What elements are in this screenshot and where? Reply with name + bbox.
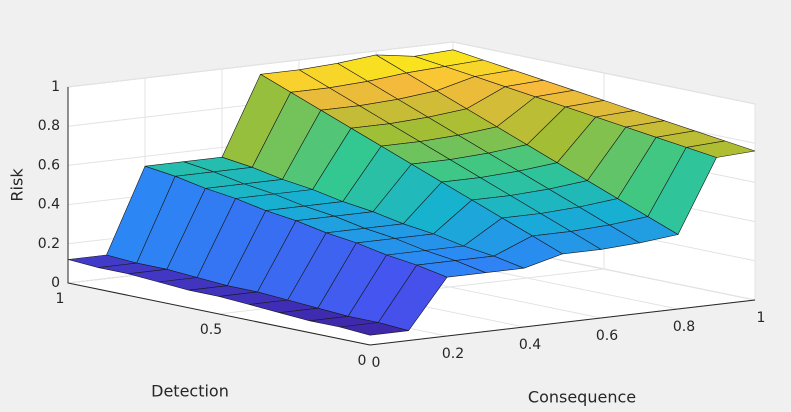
x-tick-label: 0.4 <box>519 337 541 353</box>
y-axis-label: Detection <box>151 382 229 401</box>
x-tick-label: 0.2 <box>442 346 464 362</box>
x-tick-label: 0 <box>372 355 381 371</box>
z-tick-label: 0.4 <box>38 197 60 213</box>
x-tick-label: 1 <box>757 310 766 326</box>
grid-line <box>67 41 454 88</box>
x-axis-label: Consequence <box>528 388 636 407</box>
axis-line <box>67 87 756 346</box>
z-tick-label: 0.8 <box>38 118 60 134</box>
x-tick-label: 0.8 <box>673 319 695 335</box>
y-tick-label: 0 <box>358 353 367 369</box>
z-tick-label: 1 <box>51 79 60 95</box>
z-tick-label: 0.6 <box>38 157 60 173</box>
x-tick-label: 0.6 <box>596 328 618 344</box>
y-tick-label: 1 <box>56 291 65 307</box>
z-tick-label: 0 <box>51 275 60 291</box>
y-tick-label: 0.5 <box>200 322 222 338</box>
surface-patch <box>339 322 409 336</box>
z-tick-label: 0.2 <box>38 236 60 252</box>
z-axis-label: Risk <box>8 168 27 202</box>
